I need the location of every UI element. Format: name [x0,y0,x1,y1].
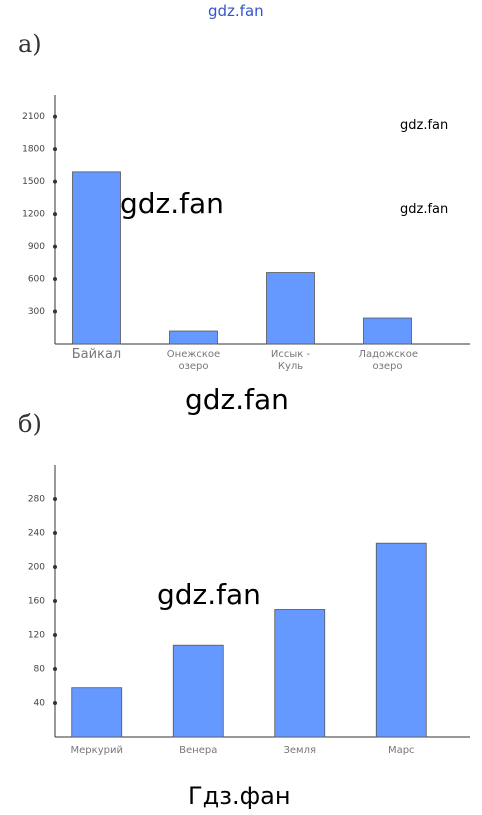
tick-dot [53,114,57,119]
x-tick-label: Ладожское озеро [358,349,419,372]
tick-dot [53,244,57,249]
panel-label: б) [18,410,42,438]
bar [72,171,121,345]
bar [375,542,427,738]
bar [172,644,224,738]
bar [363,317,412,345]
bar [266,272,315,345]
tick-dot [53,667,57,671]
y-tick-label: 160 [28,597,45,607]
y-tick-label: 1200 [22,210,45,220]
watermark: gdz.fan [208,2,264,20]
y-tick-label: 600 [28,275,45,285]
bar [169,330,218,345]
y-tick-label: 240 [28,529,45,539]
watermark: gdz.fan [400,202,449,217]
tick-dot [53,309,57,314]
y-tick-label: 2100 [22,112,45,122]
tick-dot [53,633,57,637]
y-tick-label: 1800 [22,145,45,155]
watermark: gdz.fan [185,383,289,416]
y-tick-label: 900 [28,242,45,252]
watermark: gdz.fan [400,118,449,133]
y-tick-label: 40 [34,699,46,709]
y-tick-label: 1500 [22,177,45,187]
tick-dot [53,531,57,535]
tick-dot [53,212,57,217]
panel-label: а) [18,30,42,58]
tick-dot [53,497,57,501]
bar [274,609,326,738]
watermark: gdz.fan [120,187,224,220]
y-tick-label: 280 [28,495,45,505]
y-tick-label: 80 [34,665,46,675]
x-tick-label: Венера [179,745,218,756]
tick-dot [53,565,57,569]
tick-dot [53,599,57,603]
x-tick-label: Меркурий [70,745,123,756]
bar [71,687,123,738]
x-tick-label: Земля [283,745,316,756]
y-tick-label: 120 [28,631,45,641]
y-tick-label: 200 [28,563,45,573]
x-tick-label: Иссык - Куль [270,349,311,372]
tick-dot [53,701,57,705]
watermark: gdz.fan [157,578,261,611]
tick-dot [53,147,57,152]
y-tick-label: 300 [28,307,45,317]
watermark: Гдз.фан [188,782,291,810]
tick-dot [53,277,57,282]
x-tick-label: Марс [387,745,415,756]
tick-dot [53,179,57,184]
x-tick-label: Онежское озеро [166,349,221,372]
x-tick-label: Байкал [71,347,122,362]
